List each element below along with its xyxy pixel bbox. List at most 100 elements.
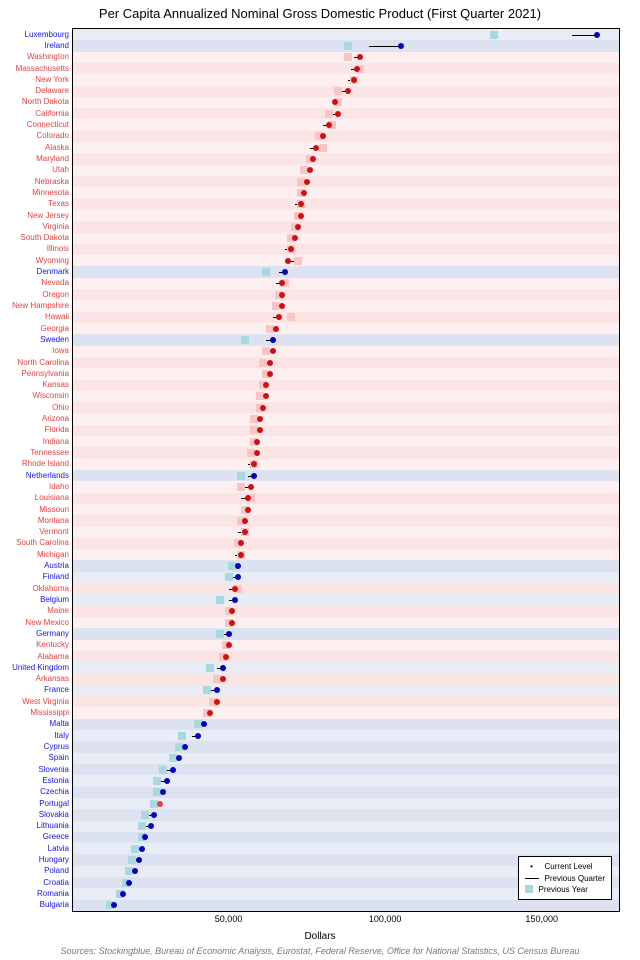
row-label: Connecticut <box>1 121 69 129</box>
prev-year-marker <box>138 822 146 830</box>
data-row: California <box>73 108 619 119</box>
current-dot <box>160 789 166 795</box>
row-label: Wyoming <box>1 257 69 265</box>
current-dot <box>142 834 148 840</box>
row-label: Italy <box>1 732 69 740</box>
data-row: Utah <box>73 165 619 176</box>
data-row: North Dakota <box>73 97 619 108</box>
data-row: Iowa <box>73 346 619 357</box>
current-dot <box>273 326 279 332</box>
data-row: Italy <box>73 730 619 741</box>
row-label: Luxembourg <box>1 31 69 39</box>
current-dot <box>263 382 269 388</box>
current-dot <box>292 235 298 241</box>
row-label: North Dakota <box>1 98 69 106</box>
data-row: Nevada <box>73 278 619 289</box>
current-dot <box>307 167 313 173</box>
row-label: South Carolina <box>1 539 69 547</box>
row-label: Denmark <box>1 268 69 276</box>
data-row: Wyoming <box>73 255 619 266</box>
data-row: Arizona <box>73 413 619 424</box>
data-row: West Virginia <box>73 696 619 707</box>
current-dot <box>270 337 276 343</box>
data-row: Mississippi <box>73 707 619 718</box>
row-label: Arizona <box>1 415 69 423</box>
current-dot <box>298 213 304 219</box>
current-dot <box>201 721 207 727</box>
prev-year-marker <box>334 87 342 95</box>
data-row: Alabama <box>73 651 619 662</box>
data-row: Spain <box>73 753 619 764</box>
current-dot <box>176 755 182 761</box>
data-row: Florida <box>73 425 619 436</box>
row-label: Belgium <box>1 596 69 604</box>
row-label: Missouri <box>1 506 69 514</box>
data-row: Kansas <box>73 380 619 391</box>
current-dot <box>335 111 341 117</box>
current-dot <box>285 258 291 264</box>
row-label: Germany <box>1 630 69 638</box>
current-dot <box>170 767 176 773</box>
data-row: Arkansas <box>73 674 619 685</box>
row-label: Kansas <box>1 381 69 389</box>
row-label: New Jersey <box>1 212 69 220</box>
current-dot <box>257 427 263 433</box>
row-label: Hungary <box>1 856 69 864</box>
data-row: Sweden <box>73 334 619 345</box>
row-label: Wisconsin <box>1 392 69 400</box>
current-dot <box>214 699 220 705</box>
current-dot <box>223 654 229 660</box>
row-label: Croatia <box>1 879 69 887</box>
data-row: Kentucky <box>73 640 619 651</box>
current-dot <box>229 608 235 614</box>
current-dot <box>126 880 132 886</box>
row-label: Illinois <box>1 245 69 253</box>
row-label: Washington <box>1 53 69 61</box>
data-row: Germany <box>73 628 619 639</box>
current-dot <box>242 529 248 535</box>
row-label: Mississippi <box>1 709 69 717</box>
current-dot <box>279 303 285 309</box>
row-label: Portugal <box>1 800 69 808</box>
row-label: Poland <box>1 867 69 875</box>
prev-year-marker <box>344 53 352 61</box>
x-tick: 100,000 <box>369 914 402 924</box>
current-dot <box>195 733 201 739</box>
data-row: Slovenia <box>73 764 619 775</box>
data-row: Idaho <box>73 481 619 492</box>
x-tick: 150,000 <box>525 914 558 924</box>
data-row: Minnesota <box>73 187 619 198</box>
prev-year-marker <box>206 664 214 672</box>
data-row: Ireland <box>73 40 619 51</box>
row-label: Indiana <box>1 438 69 446</box>
data-row: Washington <box>73 52 619 63</box>
data-row: Vermont <box>73 527 619 538</box>
current-dot <box>304 179 310 185</box>
row-label: Nebraska <box>1 178 69 186</box>
data-row: Tennessee <box>73 447 619 458</box>
current-dot <box>229 620 235 626</box>
current-dot <box>267 371 273 377</box>
row-label: Czechia <box>1 788 69 796</box>
data-row: Delaware <box>73 86 619 97</box>
current-dot <box>139 846 145 852</box>
current-dot <box>120 891 126 897</box>
data-row: Maryland <box>73 153 619 164</box>
legend-prevq: Previous Quarter <box>545 873 605 884</box>
current-dot <box>220 676 226 682</box>
row-label: Georgia <box>1 325 69 333</box>
row-label: Delaware <box>1 87 69 95</box>
legend-current: Current Level <box>545 861 593 872</box>
x-tick: 50,000 <box>215 914 243 924</box>
current-dot <box>320 133 326 139</box>
row-label: Slovakia <box>1 811 69 819</box>
data-row: Cyprus <box>73 741 619 752</box>
current-dot <box>257 416 263 422</box>
prev-quarter-line <box>369 46 400 47</box>
data-row: Bulgaria <box>73 900 619 911</box>
data-row: New Mexico <box>73 617 619 628</box>
current-dot <box>226 642 232 648</box>
legend: •Current Level Previous Quarter Previous… <box>518 856 612 900</box>
data-row: Georgia <box>73 323 619 334</box>
current-dot <box>207 710 213 716</box>
